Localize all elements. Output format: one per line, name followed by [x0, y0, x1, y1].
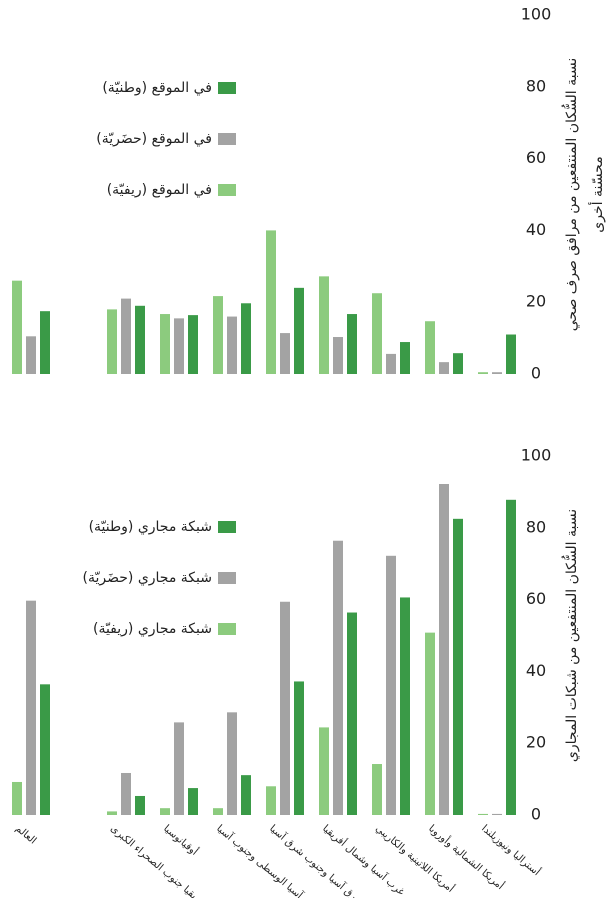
- bar: [26, 600, 36, 815]
- y-tick-label: 0: [531, 364, 541, 383]
- bar: [160, 314, 170, 374]
- y-tick-label: 0: [531, 805, 541, 824]
- x-tick-label: العالم: [13, 823, 38, 846]
- bar: [174, 722, 184, 815]
- y-axis-title: نسبة السُّكان المنتفعين من مرافق صرف صحي: [562, 58, 580, 332]
- bar: [227, 712, 237, 815]
- legend-label: شبكة مجاري (وطنيّة): [89, 519, 212, 535]
- legend-label: في الموقع (وطنيّة): [102, 80, 212, 96]
- legend-label: شبكة مجاري (ريفيّة): [93, 621, 212, 637]
- bar: [266, 786, 276, 815]
- bar: [478, 813, 488, 815]
- x-tick-label: آسيا الوسطى وجنوب آسيا: [214, 822, 306, 898]
- bar: [425, 632, 435, 815]
- bar: [241, 775, 251, 815]
- bar: [213, 296, 223, 374]
- bar: [12, 280, 22, 374]
- bar: [40, 311, 50, 374]
- bar: [107, 309, 117, 374]
- bar: [319, 276, 329, 374]
- bar: [347, 314, 357, 374]
- bar: [40, 684, 50, 815]
- y-tick-label: 80: [526, 76, 546, 95]
- bar: [372, 764, 382, 815]
- y-tick-label: 20: [526, 733, 546, 752]
- bar: [319, 727, 329, 815]
- bar: [160, 808, 170, 815]
- bar: [492, 372, 502, 374]
- bar: [425, 321, 435, 374]
- y-tick-label: 40: [526, 661, 546, 680]
- bar: [26, 336, 36, 374]
- y-tick-label: 40: [526, 220, 546, 239]
- bar: [372, 293, 382, 374]
- bar: [174, 318, 184, 374]
- y-tick-label: 60: [526, 148, 546, 167]
- bar: [294, 287, 304, 374]
- legend-swatch: [218, 82, 236, 94]
- bar: [213, 808, 223, 815]
- x-tick-label: أوقيانوسيا: [161, 822, 201, 858]
- bar: [227, 316, 237, 374]
- bar: [188, 315, 198, 374]
- legend-swatch: [218, 184, 236, 196]
- bar: [478, 372, 488, 374]
- y-tick-label: 100: [521, 5, 552, 24]
- bar: [386, 353, 396, 374]
- bar: [492, 813, 502, 815]
- bar: [400, 597, 410, 815]
- legend-label: شبكة مجاري (حضَريّة): [83, 570, 212, 586]
- legend-swatch: [218, 572, 236, 584]
- bar: [347, 612, 357, 815]
- y-axis-title: نسبة السُّكان المنتفعين من شبكات المجاري: [562, 509, 580, 762]
- legend-label: في الموقع (ريفيّة): [107, 182, 212, 198]
- legend-swatch: [218, 623, 236, 635]
- bar: [439, 362, 449, 374]
- bar: [188, 788, 198, 815]
- bar: [506, 499, 516, 815]
- bar: [453, 518, 463, 815]
- bar: [12, 781, 22, 815]
- bar: [400, 342, 410, 374]
- legend-swatch: [218, 521, 236, 533]
- legend-label: في الموقع (حضَريّة): [96, 131, 212, 147]
- bar: [506, 334, 516, 374]
- bar: [333, 337, 343, 374]
- bar: [266, 230, 276, 374]
- y-tick-label: 80: [526, 517, 546, 536]
- bar: [280, 601, 290, 815]
- y-axis-title: محسّنة أخرى: [588, 156, 606, 232]
- bar: [107, 811, 117, 815]
- bar: [453, 353, 463, 374]
- y-tick-label: 100: [521, 446, 552, 465]
- bar: [135, 795, 145, 815]
- y-tick-label: 60: [526, 589, 546, 608]
- bar: [439, 484, 449, 815]
- bar: [121, 298, 131, 374]
- bar: [135, 305, 145, 374]
- legend-swatch: [218, 133, 236, 145]
- bar: [386, 555, 396, 815]
- bar: [333, 540, 343, 815]
- y-tick-label: 20: [526, 292, 546, 311]
- bar: [241, 303, 251, 374]
- bar: [280, 333, 290, 374]
- bar: [294, 681, 304, 815]
- x-tick-label: أفريقيا جنوب الصحراء الكبرى: [108, 822, 210, 898]
- bar: [121, 772, 131, 815]
